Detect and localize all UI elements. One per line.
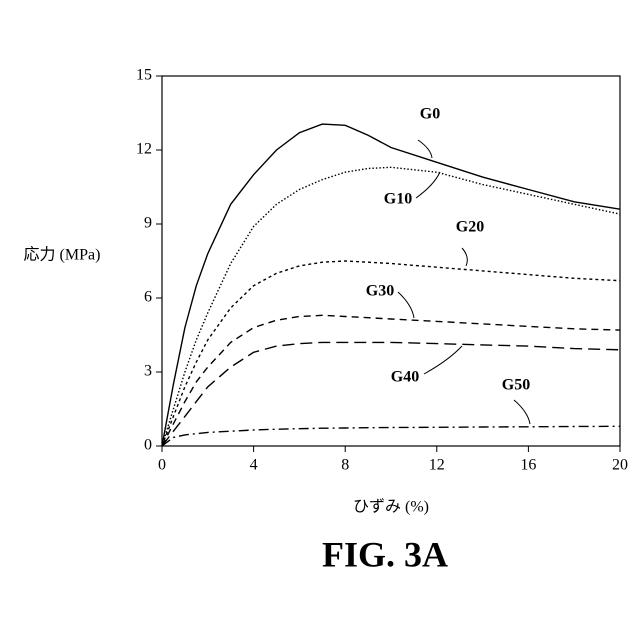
y-tick-label: 15	[136, 67, 152, 84]
series-line	[162, 167, 620, 446]
x-tick-label: 0	[158, 457, 166, 474]
figure-caption: FIG. 3A	[322, 534, 448, 574]
series-label: G10	[384, 191, 412, 208]
leader-line	[462, 248, 467, 266]
y-tick-label: 6	[144, 289, 152, 306]
series-label: G20	[456, 219, 484, 236]
x-tick-label: 20	[612, 457, 628, 474]
series-line	[162, 342, 620, 446]
leader-line	[416, 172, 440, 198]
y-axis-label: 応力 (MPa)	[24, 246, 101, 264]
y-tick-label: 3	[144, 363, 152, 380]
x-tick-label: 12	[429, 457, 445, 474]
x-axis-label: ひずみ (%)	[353, 498, 429, 516]
chart: 応力 (MPa) ひずみ (%) FIG. 3A 0 3 6 9 12 15 0 4 8 12 16…	[0, 0, 640, 640]
series-line	[162, 426, 620, 446]
x-tick-label: 4	[250, 457, 258, 474]
y-tick-label: 9	[144, 215, 152, 232]
leader-line	[514, 400, 530, 424]
x-tick-label: 8	[341, 457, 349, 474]
y-tick-label: 12	[136, 141, 152, 158]
series-label: G40	[391, 369, 419, 386]
leader-line	[418, 140, 432, 158]
x-tick-label: 16	[520, 457, 536, 474]
series-label: G50	[502, 377, 530, 394]
series-label: G30	[366, 283, 394, 300]
leader-line	[398, 292, 414, 318]
series-label: G0	[420, 106, 440, 123]
page: {"chart_data": {"type": "line", "caption…	[0, 0, 640, 640]
leader-line	[424, 346, 462, 374]
plot-frame	[162, 76, 620, 446]
y-tick-label: 0	[144, 437, 152, 454]
